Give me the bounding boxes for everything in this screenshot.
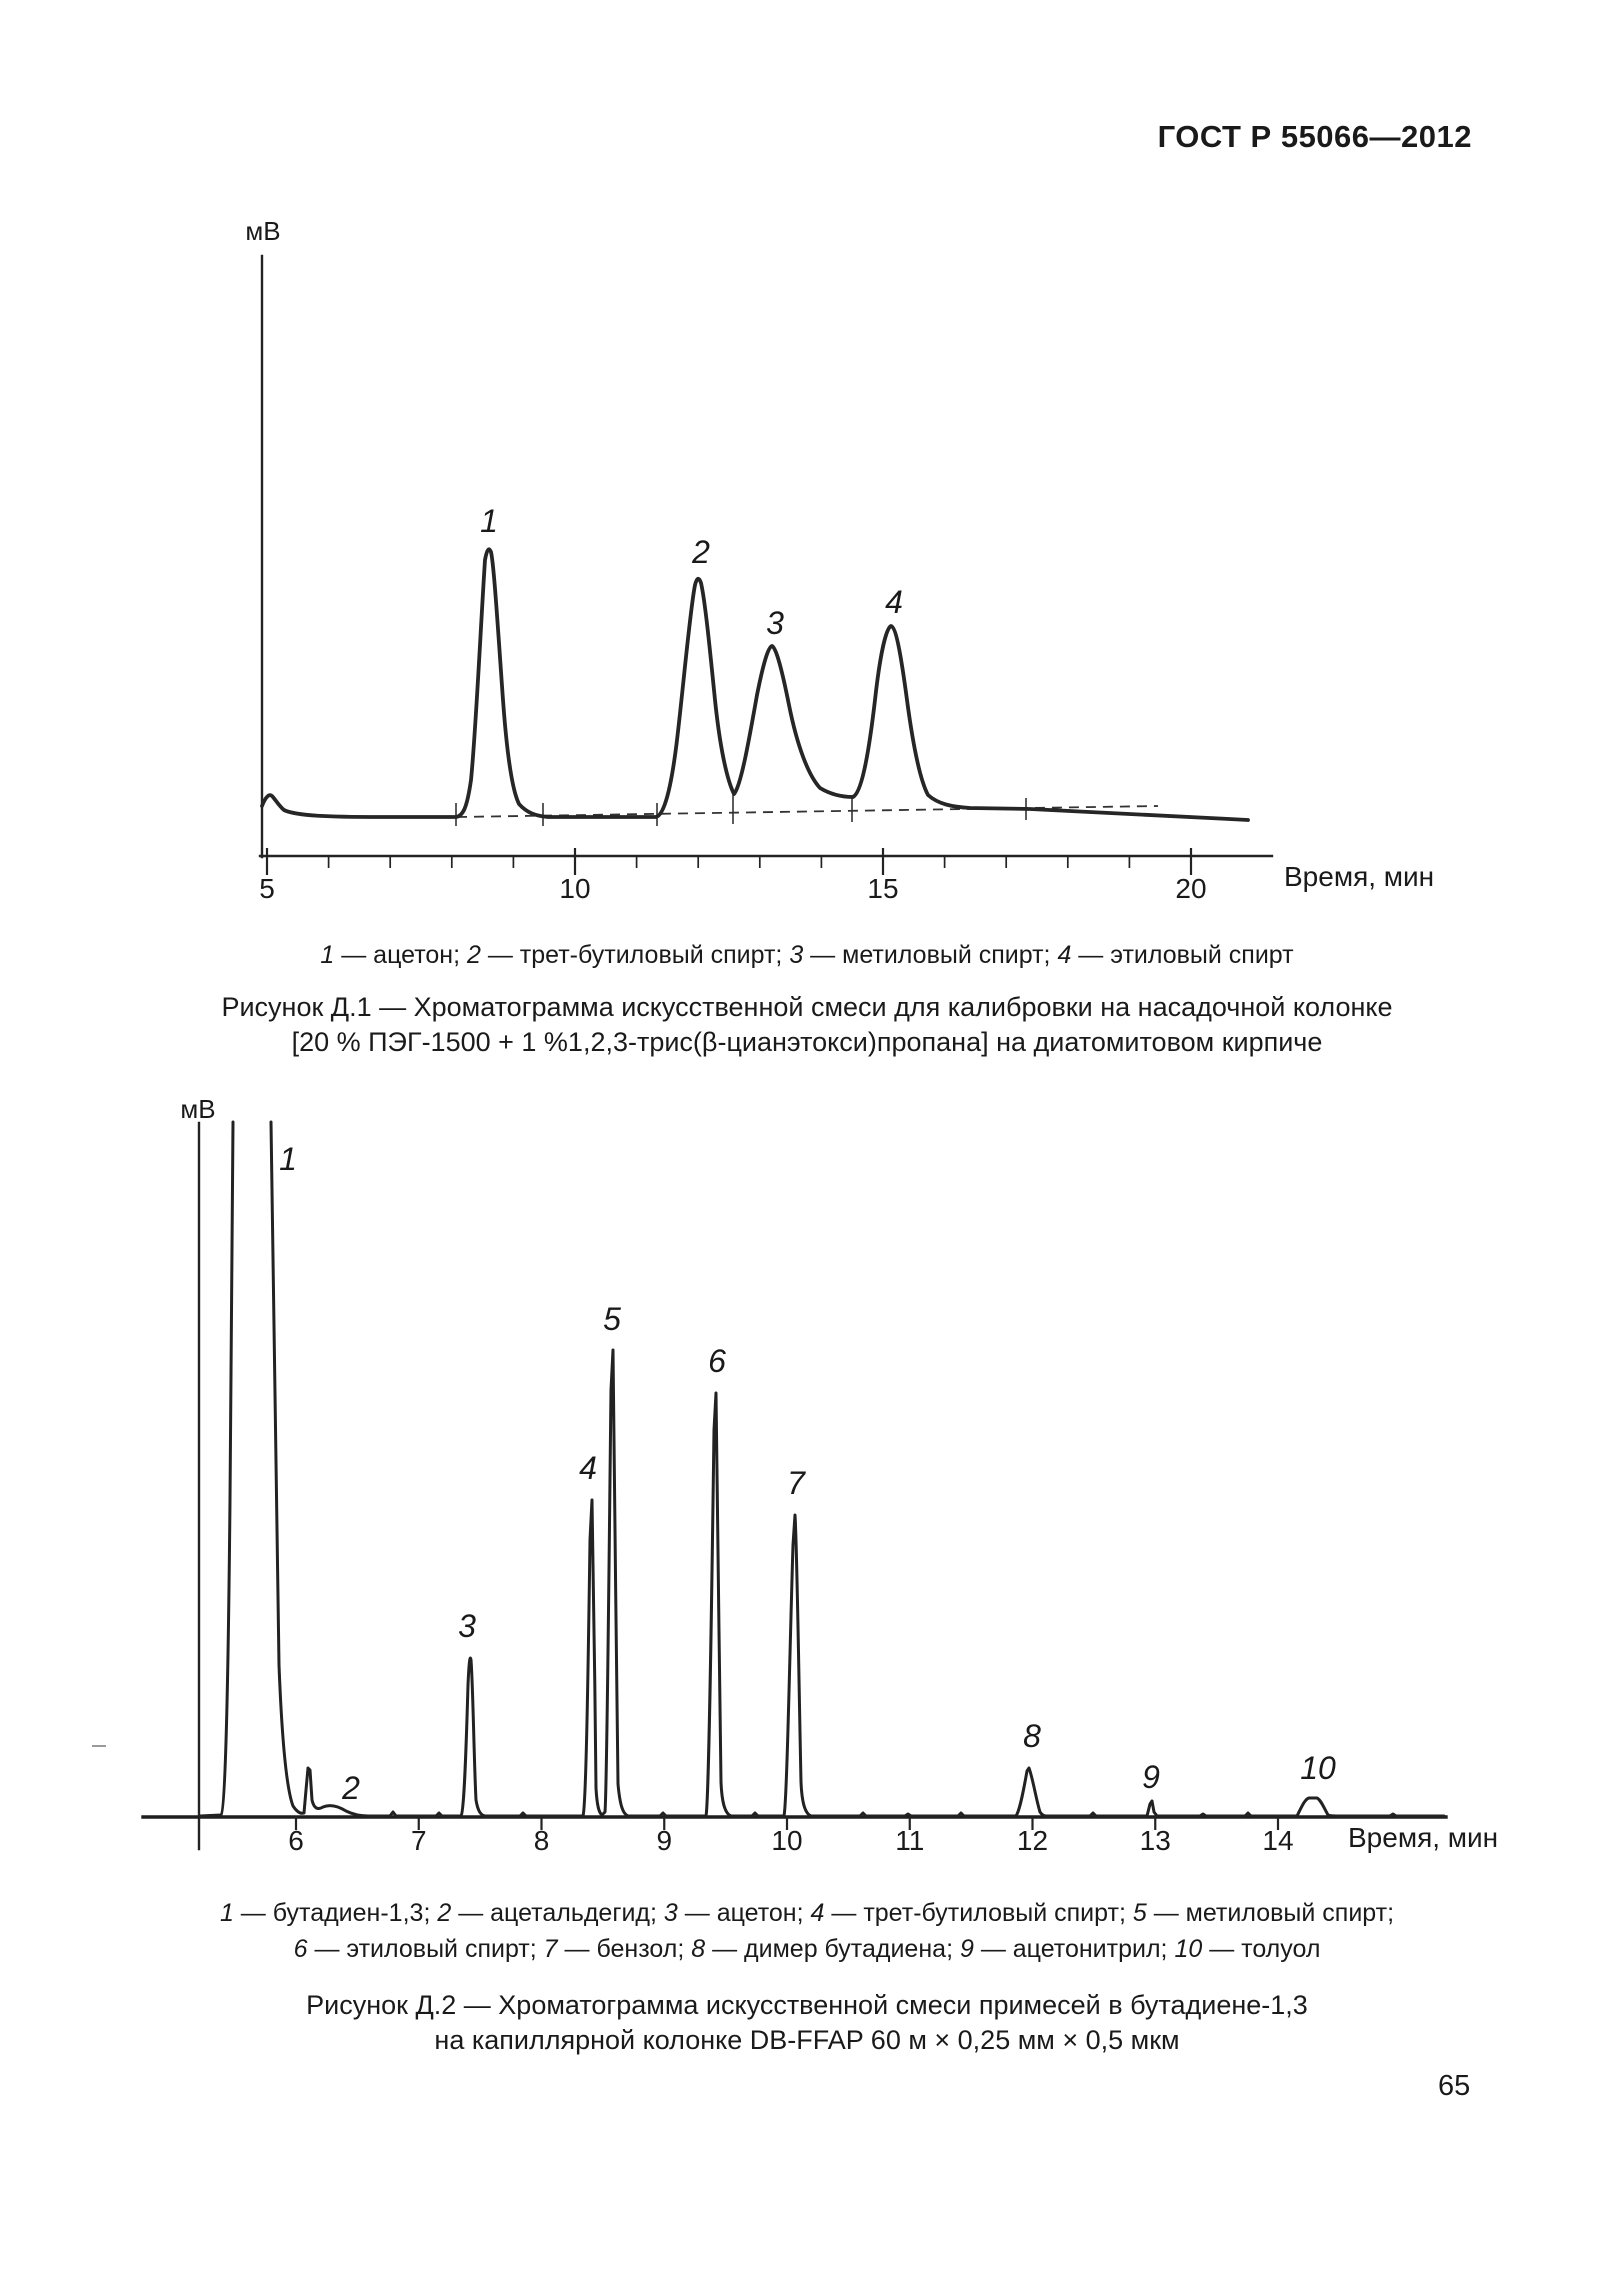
legend-item: 2 — ацетальдегид (437, 1899, 651, 1927)
fig1-legend: 1 — ацетон; 2 — трет-бутиловый спирт; 3 … (320, 941, 1294, 969)
fig1-x-ticks: 5 10 15 20 (259, 848, 1207, 904)
peak-label-2: 2 (341, 1770, 360, 1806)
legend-item-number: 3 (663, 1899, 678, 1927)
legend-item-number: 1 (219, 1899, 234, 1927)
fig2-y-axis-unit: мВ (180, 1094, 215, 1124)
peak-label-3: 3 (458, 1608, 476, 1644)
peak-label-6: 6 (708, 1343, 726, 1379)
fig1-y-axis-unit: мВ (245, 216, 280, 246)
x-tick-label: 8 (534, 1825, 550, 1856)
legend-item: 2 — трет-бутиловый спирт (466, 941, 776, 969)
peak-label-8: 8 (1023, 1718, 1041, 1754)
fig2-trace (198, 1120, 1446, 1818)
fig1-x-axis-label: Время, мин (1284, 861, 1434, 892)
legend-item-number: 2 (437, 1899, 452, 1927)
x-tick-label: 13 (1140, 1825, 1171, 1856)
peak-label-4: 4 (579, 1450, 597, 1486)
legend-item: 5 — метиловый спирт (1132, 1899, 1388, 1927)
legend-item: 6 — этиловый спирт (293, 1935, 530, 1963)
x-tick-label: 9 (656, 1825, 672, 1856)
legend-item: 8 — димер бутадиена (691, 1935, 947, 1963)
fig2-peak-labels: 1 2 3 4 5 6 7 8 9 10 (279, 1141, 1336, 1806)
legend-item-number: 4 (810, 1899, 825, 1927)
x-tick-label: 7 (411, 1825, 427, 1856)
legend-item-number: 7 (543, 1935, 558, 1963)
fig2-caption-line1: Рисунок Д.2 — Хроматограмма искусственно… (306, 1990, 1308, 2020)
peak-label-1: 1 (279, 1141, 297, 1177)
peak-label-9: 9 (1142, 1759, 1160, 1795)
x-tick-label: 12 (1017, 1825, 1048, 1856)
legend-item-number: 5 (1132, 1899, 1147, 1927)
fig1-trace (260, 547, 1250, 822)
peak-label-7: 7 (787, 1465, 806, 1501)
legend-item: 10 — толуол (1174, 1935, 1321, 1963)
legend-item: 3 — ацетон (663, 1899, 797, 1927)
fig2-x-ticks: 6 7 8 9 10 11 12 13 14 (288, 1817, 1294, 1856)
legend-item-number: 8 (691, 1935, 706, 1963)
fig1-caption: Рисунок Д.1 — Хроматограмма искусственно… (0, 994, 1614, 1064)
legend-item-number: 4 (1057, 941, 1072, 969)
legend-item-number: 1 (320, 941, 335, 969)
fig1-peak-labels: 1 2 3 4 (480, 503, 903, 641)
peak-label-5: 5 (603, 1301, 621, 1337)
fig2-legend-line1: 1 — бутадиен-1,3; 2 — ацетальдегид; 3 — … (219, 1899, 1395, 1927)
x-tick-label: 15 (867, 873, 898, 904)
x-tick-label: 6 (288, 1825, 304, 1856)
legend-item: 4 — трет-бутиловый спирт (810, 1899, 1119, 1927)
legend-item: 7 — бензол (543, 1935, 678, 1963)
peak-label-10: 10 (1300, 1750, 1336, 1786)
legend-item-number: 6 (293, 1935, 308, 1963)
legend-item-number: 3 (789, 941, 804, 969)
figure-d1-chromatogram: мВ 5 10 15 20 Время, мин 1 2 3 4 (245, 216, 1434, 904)
fig1-baseline-markers (455, 795, 1027, 826)
x-tick-label: 20 (1175, 873, 1206, 904)
x-tick-label: 5 (259, 873, 275, 904)
legend-item-number: 9 (959, 1935, 974, 1963)
x-tick-label: 11 (895, 1825, 924, 1856)
fig1-caption-line2: [20 % ПЭГ-1500 + 1 %1,2,3-трис(β-цианэто… (291, 1027, 1323, 1057)
peak-label-1: 1 (480, 503, 498, 539)
legend-item: 1 — ацетон (320, 941, 454, 969)
x-tick-label: 14 (1262, 1825, 1293, 1856)
peak-label-4: 4 (885, 584, 903, 620)
standard-number-header: ГОСТ Р 55066—2012 (1157, 119, 1472, 154)
legend-item: 4 — этиловый спирт (1057, 941, 1294, 969)
fig2-caption: Рисунок Д.2 — Хроматограмма искусственно… (0, 1992, 1614, 2062)
fig2-caption-line2: на капиллярной колонке DB-FFAP 60 м × 0,… (434, 2025, 1180, 2055)
peak-label-3: 3 (766, 605, 784, 641)
fig1-caption-line1: Рисунок Д.1 — Хроматограмма искусственно… (221, 992, 1393, 1022)
peak-label-2: 2 (691, 534, 710, 570)
x-tick-label: 10 (559, 873, 590, 904)
fig2-legend-line2: 6 — этиловый спирт; 7 — бензол; 8 — диме… (293, 1935, 1321, 1963)
legend-item: 1 — бутадиен-1,3 (219, 1899, 424, 1927)
legend-item: 9 — ацетонитрил (959, 1935, 1161, 1963)
page-number: 65 (1438, 2070, 1471, 2102)
legend-item-number: 2 (466, 941, 481, 969)
legend-item: 3 — метиловый спирт (789, 941, 1044, 969)
legend-item-number: 10 (1174, 1935, 1203, 1963)
x-tick-label: 10 (771, 1825, 802, 1856)
fig2-x-axis-label: Время, мин (1348, 1822, 1498, 1853)
